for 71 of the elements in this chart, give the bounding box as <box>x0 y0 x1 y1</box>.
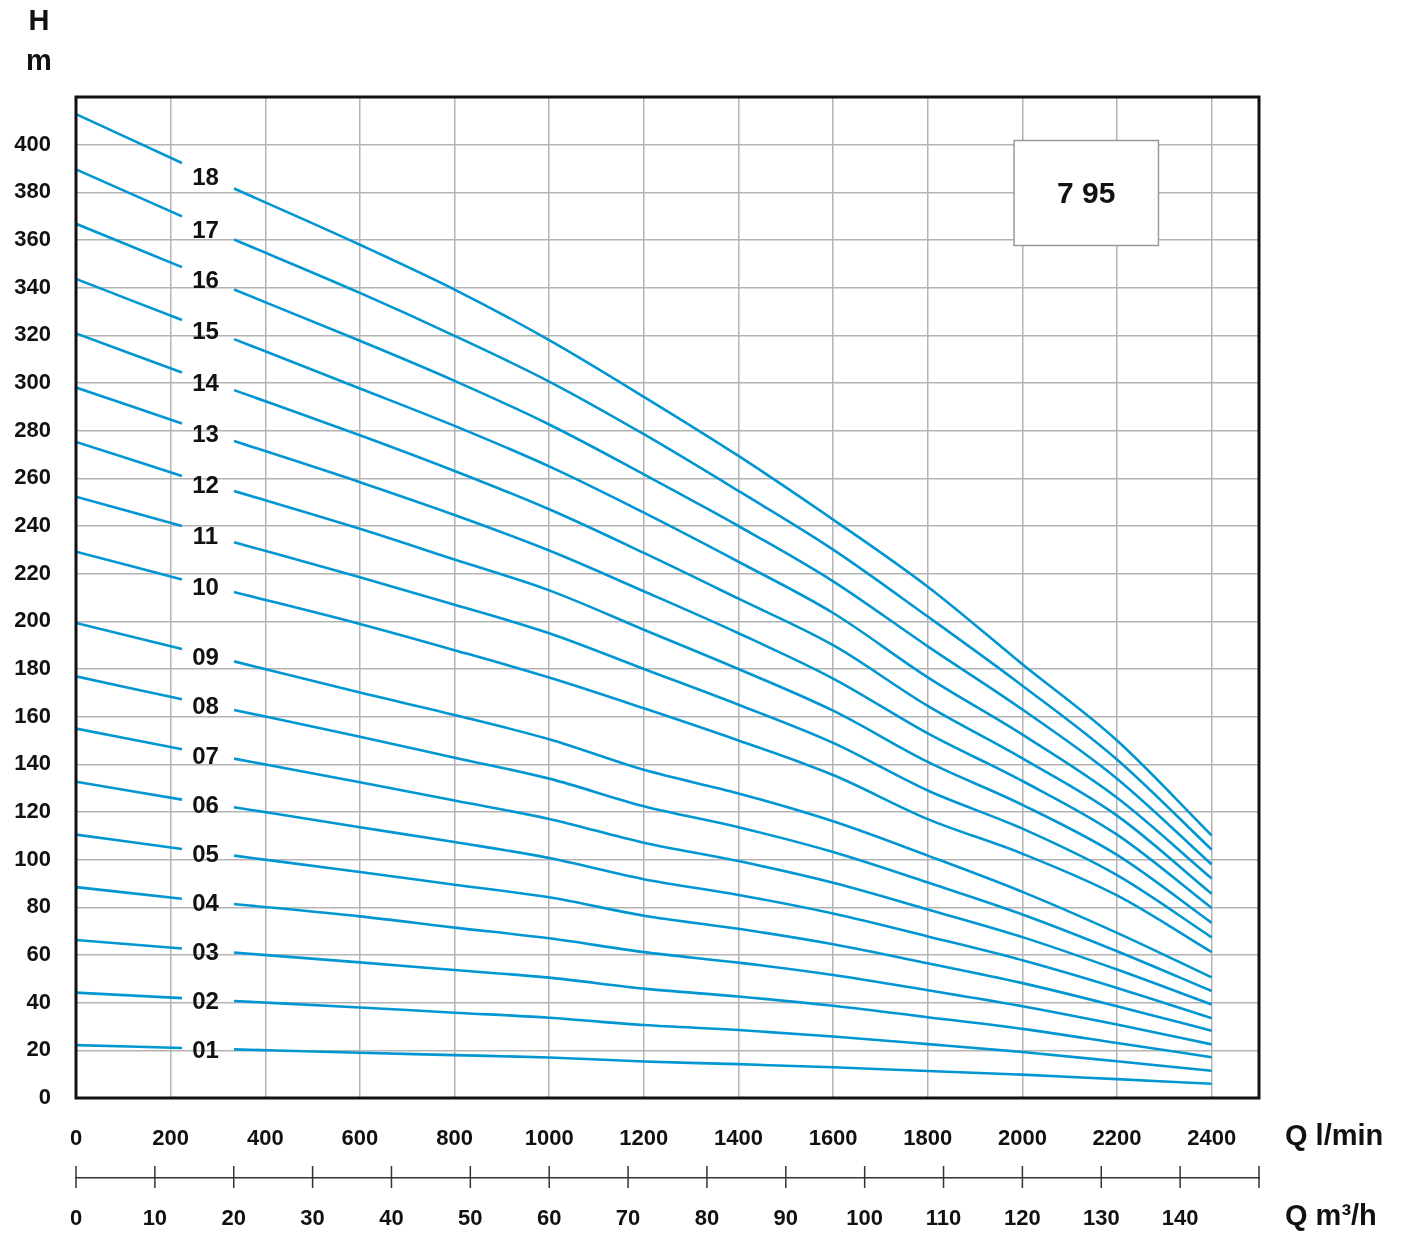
x2-tick-label: 70 <box>615 1205 641 1231</box>
y-tick-label: 40 <box>26 988 51 1014</box>
annotation: 7 95 <box>1057 176 1116 210</box>
x-tick-label: 2000 <box>997 1125 1047 1151</box>
x2-tick-label: 30 <box>300 1205 325 1231</box>
x2-tick-label: 60 <box>536 1205 562 1231</box>
y-tick-label: 60 <box>26 941 51 967</box>
x-tick-label: 2200 <box>1092 1125 1142 1151</box>
x-tick-label: 600 <box>341 1125 379 1151</box>
series-label: 15 <box>192 317 219 345</box>
x2-tick-label: 20 <box>221 1205 246 1231</box>
series-label: 16 <box>192 266 219 293</box>
y-axis-title: H m <box>26 4 52 76</box>
x-tick-label: 0 <box>69 1125 83 1151</box>
x2-tick-label: 140 <box>1161 1205 1199 1231</box>
y-tick-label: 240 <box>14 512 51 538</box>
series-label: 04 <box>192 889 220 916</box>
y-tick-label: 0 <box>38 1084 51 1110</box>
y-tick-label: 180 <box>14 655 51 681</box>
series-label: 01 <box>192 1036 219 1064</box>
y-tick-label: 120 <box>14 798 51 824</box>
y-tick-label: 380 <box>14 178 51 204</box>
y-tick-label: 260 <box>14 464 51 490</box>
series-label: 03 <box>192 938 219 966</box>
y-tick-label: 100 <box>14 845 51 871</box>
series-label: 18 <box>192 163 219 191</box>
y-tick-label: 200 <box>14 607 51 633</box>
series-label: 10 <box>192 573 219 601</box>
y-tick-label: 340 <box>14 273 51 299</box>
x-tick-label: 800 <box>436 1125 473 1151</box>
x2-tick-label: 90 <box>773 1205 799 1231</box>
series-label: 07 <box>192 741 219 769</box>
x-tick-label: 1600 <box>808 1125 858 1151</box>
y-tick-label: 80 <box>26 893 51 919</box>
x2-tick-label: 0 <box>69 1205 83 1231</box>
y-tick-label: 220 <box>14 559 51 585</box>
series-label: 12 <box>192 471 219 499</box>
x-tick-label: 1800 <box>903 1125 953 1151</box>
y-tick-label: 400 <box>14 130 51 156</box>
x2-tick-label: 10 <box>142 1205 168 1231</box>
y-tick-label: 140 <box>14 750 51 776</box>
x-tick-label: 1000 <box>524 1125 574 1151</box>
x2-tick-label: 80 <box>694 1205 720 1231</box>
y-tick-label: 280 <box>14 416 51 442</box>
series-label: 17 <box>192 215 219 243</box>
series-label: 08 <box>192 692 219 720</box>
x2-tick-label: 130 <box>1082 1205 1120 1231</box>
series-label: 09 <box>192 642 219 670</box>
x2-tick-label: 120 <box>1004 1205 1041 1231</box>
series-label: 14 <box>192 368 220 396</box>
x-tick-label: 2400 <box>1187 1125 1237 1151</box>
x2-axis-title: Q m³/h <box>1285 1199 1377 1231</box>
x2-tick-label: 40 <box>379 1205 404 1231</box>
y-tick-label: 160 <box>14 702 51 728</box>
series-label: 13 <box>192 419 219 447</box>
x-tick-label: 1200 <box>619 1125 669 1151</box>
x2-tick-label: 110 <box>925 1205 962 1231</box>
x-tick-label: 200 <box>152 1125 189 1151</box>
x2-tick-label: 50 <box>458 1205 483 1231</box>
y-tick-label: 360 <box>14 226 51 252</box>
y-tick-label: 20 <box>26 1036 51 1062</box>
series-label: 11 <box>192 521 219 549</box>
series-label: 02 <box>192 987 219 1015</box>
y-tick-label: 320 <box>14 321 51 347</box>
x-axis-title: Q l/min <box>1285 1119 1384 1151</box>
x2-tick-label: 100 <box>846 1205 884 1231</box>
series-label: 06 <box>192 791 219 819</box>
x-tick-label: 400 <box>246 1125 284 1151</box>
y-tick-label: 300 <box>14 369 51 395</box>
series-label: 05 <box>192 839 219 867</box>
x-tick-label: 1400 <box>714 1125 763 1151</box>
